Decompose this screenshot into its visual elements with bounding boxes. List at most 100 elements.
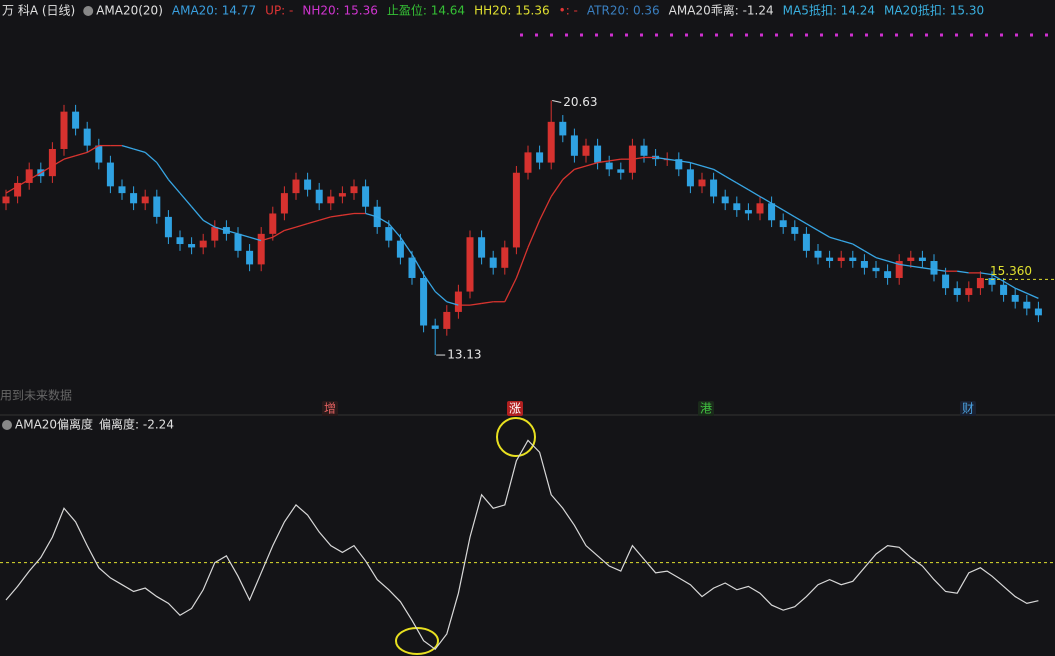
candle-body	[1011, 294, 1019, 302]
candle-body	[768, 203, 776, 221]
ama-segment	[667, 158, 679, 162]
ama-segment	[167, 179, 181, 194]
candle-body	[60, 111, 68, 149]
ama-segment	[272, 229, 285, 238]
panel-icon	[2, 420, 12, 430]
ama-segment	[701, 165, 714, 170]
ama-segment	[446, 301, 459, 306]
ama-segment	[249, 236, 262, 242]
ama-segment	[284, 226, 297, 232]
ama-segment	[156, 162, 169, 180]
ama-segment	[1003, 280, 1016, 289]
candle-body	[536, 152, 544, 163]
ama-segment	[690, 161, 703, 167]
ama-segment	[852, 243, 865, 252]
candle-body	[779, 220, 787, 228]
ama-segment	[5, 185, 18, 194]
ama-segment	[376, 216, 390, 225]
candle-body	[918, 257, 926, 262]
candle-body	[304, 179, 312, 190]
candle-body	[420, 277, 428, 326]
candle-body	[582, 145, 590, 156]
highlight-circle	[496, 417, 536, 457]
ama-segment	[121, 144, 134, 150]
candle-body	[246, 250, 254, 265]
event-label: 增	[324, 402, 336, 416]
candle-body	[884, 271, 892, 278]
ama-segment	[191, 206, 204, 221]
candle-body	[501, 247, 509, 268]
candle-body	[976, 277, 984, 289]
header-item: NH20: 15.36	[302, 4, 377, 18]
candle-body	[362, 186, 370, 207]
candle-body	[895, 261, 903, 278]
stock-title: 万 科A (日线)	[2, 4, 75, 18]
header-item: ATR20: 0.36	[587, 4, 660, 18]
candle-body	[953, 288, 961, 295]
candle-body	[141, 196, 149, 204]
candle-body	[385, 227, 393, 241]
ama-segment	[748, 189, 761, 198]
ama-segment	[736, 182, 749, 191]
note: 用到未来数据	[0, 388, 72, 403]
candle-body	[292, 179, 300, 194]
ama-segment	[933, 268, 946, 272]
ama-segment	[574, 165, 587, 170]
event-label: 涨	[509, 401, 521, 416]
header-item: 止盈位: 14.64	[387, 3, 465, 18]
candle-body	[338, 193, 346, 197]
candle-body	[559, 121, 567, 136]
ama-segment	[864, 250, 877, 259]
candle-body	[130, 193, 138, 204]
ama-segment	[434, 291, 448, 303]
candle-body	[466, 237, 474, 292]
candle-body	[188, 244, 196, 248]
ama-segment	[86, 145, 100, 153]
ama-segment	[504, 277, 517, 303]
ama-segment	[133, 148, 146, 154]
candle-body	[280, 193, 288, 214]
header-item: UP: -	[265, 4, 293, 18]
candle-body	[675, 159, 683, 170]
candle-body	[570, 135, 578, 156]
event-badge	[698, 401, 714, 416]
candle-body	[48, 148, 56, 177]
ama-segment	[423, 274, 436, 292]
candle-body	[72, 111, 80, 129]
ama-segment	[481, 301, 494, 305]
ama-segment	[678, 160, 691, 164]
candle-body	[431, 325, 439, 329]
candle-body	[454, 291, 462, 312]
candle-body	[930, 261, 938, 275]
ama-segment	[597, 160, 610, 164]
candle-body	[733, 203, 741, 211]
ama-segment	[226, 229, 239, 235]
candle-body	[698, 179, 706, 187]
candle-body	[14, 182, 22, 197]
candle-body	[25, 169, 33, 183]
ama-segment	[910, 265, 923, 269]
candle-body	[443, 311, 451, 329]
candle-body	[489, 257, 497, 268]
ama-segment	[887, 260, 900, 266]
candle-body	[988, 277, 996, 285]
candle-body	[686, 169, 694, 187]
ama-segment	[991, 274, 1004, 282]
candle-body	[164, 216, 172, 238]
annotation-label: 20.63	[563, 95, 597, 109]
candle-body	[106, 162, 114, 187]
ama-segment	[771, 202, 784, 211]
ama-segment	[562, 168, 575, 181]
event-badge	[960, 401, 976, 416]
candle-body	[617, 169, 625, 173]
ama-segment	[365, 212, 378, 218]
candle-body	[327, 196, 335, 204]
indicator-icon	[83, 6, 94, 16]
candle-body	[872, 267, 880, 272]
candle-body	[478, 237, 486, 258]
candle-body	[826, 257, 834, 262]
candle-body	[605, 162, 613, 170]
ama-segment	[261, 236, 273, 242]
ama-segment	[829, 236, 842, 242]
